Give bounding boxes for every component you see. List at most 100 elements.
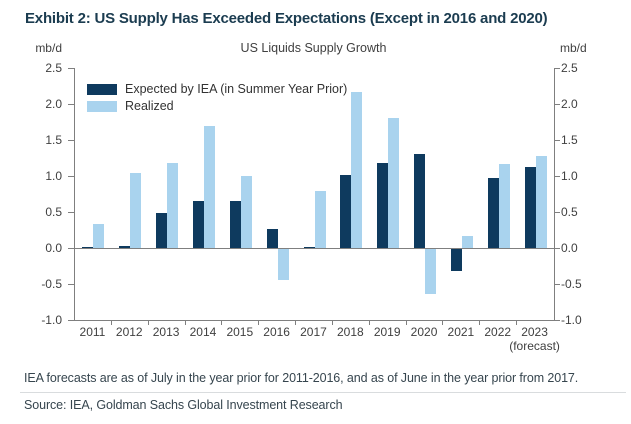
x-axis-label-2020: 2020 [410,325,438,339]
bar-expected-2022 [487,178,499,248]
x-axis-label-2013: 2013 [152,325,180,339]
x-axis-tick [184,321,186,325]
x-axis-label-2023: 2023 [521,325,548,339]
x-axis-tick [221,321,223,325]
y-label-left-1.5: 1.5 [45,133,62,147]
y-label-left-1.0: 1.0 [45,169,62,183]
y-label-left--0.5: -0.5 [41,277,62,291]
bar-realized-2018 [351,91,363,248]
tick-left-2.0 [68,104,74,105]
y-axis-unit-right: mb/d [560,41,587,55]
bar-expected-2021 [450,249,462,271]
bar-expected-2011 [82,246,94,248]
x-axis-label-2017: 2017 [300,325,327,339]
x-axis-tick [405,321,407,325]
zero-gridline [75,248,554,249]
x-axis-label-2021: 2021 [447,325,475,339]
x-axis-label-2015: 2015 [226,325,254,339]
x-axis-label-2022: 2022 [484,325,512,339]
legend: Expected by IEA (in Summer Year Prior) R… [87,81,347,115]
bar-expected-2015 [229,201,241,248]
tick-left--0.5 [68,284,74,285]
y-label-right-0.0: 0.0 [561,241,578,255]
y-label-right-2.5: 2.5 [561,61,578,75]
x-axis-tick [479,321,481,325]
x-axis-label-2014: 2014 [189,325,217,339]
bar-realized-2022 [498,164,510,248]
bar-expected-2014 [192,201,204,248]
tick-right-2.5 [554,68,560,69]
tick-right-0.0 [554,248,560,249]
y-label-left-0.0: 0.0 [45,241,62,255]
tick-left-1.5 [68,140,74,141]
divider-line [20,392,626,393]
y-axis-unit-left: mb/d [35,41,62,55]
bar-realized-2023 [535,155,547,248]
legend-label-realized: Realized [125,99,174,113]
y-label-left-2.0: 2.0 [45,97,62,111]
legend-swatch-expected [87,83,117,95]
tick-left-2.5 [68,68,74,69]
legend-item-realized: Realized [87,98,347,114]
x-axis-tick [516,321,518,325]
legend-item-expected: Expected by IEA (in Summer Year Prior) [87,81,347,97]
x-axis-tick [110,321,112,325]
bar-expected-2019 [377,163,389,248]
tick-left-0.0 [68,248,74,249]
source-line: Source: IEA, Goldman Sachs Global Invest… [24,398,343,412]
y-label-right--0.5: -0.5 [561,277,582,291]
legend-swatch-realized [87,100,117,112]
bar-expected-2017 [303,246,315,248]
x-axis-forecast-note: (forecast) [509,339,560,353]
bar-realized-2013 [167,163,179,248]
bar-realized-2015 [240,176,252,248]
footnote: IEA forecasts are as of July in the year… [24,371,579,385]
x-axis-label-2019: 2019 [373,325,401,339]
bar-realized-2014 [203,126,215,248]
chart-title: US Liquids Supply Growth [240,41,387,55]
tick-right-0.5 [554,212,560,213]
y-label-right-2.0: 2.0 [561,97,578,111]
tick-right--0.5 [554,284,560,285]
tick-left-0.5 [68,212,74,213]
bar-realized-2021 [461,235,473,248]
y-label-right-1.5: 1.5 [561,133,578,147]
bar-expected-2013 [156,213,168,248]
plot-area [74,68,555,321]
x-axis-tick [258,321,260,325]
x-axis-label-2018: 2018 [336,325,364,339]
legend-label-expected: Expected by IEA (in Summer Year Prior) [125,82,348,96]
bar-expected-2020 [414,154,426,248]
x-axis-tick [295,321,297,325]
bar-realized-2020 [425,249,437,295]
bar-realized-2019 [388,117,400,248]
bar-expected-2023 [524,166,536,248]
x-axis-tick [147,321,149,325]
x-axis-tick [331,321,333,325]
exhibit-title: Exhibit 2: US Supply Has Exceeded Expect… [25,10,548,27]
bar-realized-2012 [130,173,142,248]
y-label-right-0.5: 0.5 [561,205,578,219]
y-label-right-1.0: 1.0 [561,169,578,183]
y-label-left-2.5: 2.5 [45,61,62,75]
bar-expected-2018 [340,175,352,248]
tick-left--1.0 [68,320,74,321]
x-axis-label-2016: 2016 [263,325,290,339]
y-label-left-0.5: 0.5 [45,205,62,219]
bar-realized-2017 [314,191,326,248]
x-axis-tick [442,321,444,325]
x-axis-label-2011: 2011 [79,325,106,339]
x-axis-tick [368,321,370,325]
bar-realized-2016 [277,249,289,280]
tick-left-1.0 [68,176,74,177]
y-label-left--1.0: -1.0 [41,313,62,327]
bar-realized-2011 [93,224,105,248]
y-label-right--1.0: -1.0 [561,313,582,327]
bar-expected-2016 [266,228,278,248]
x-axis-label-2012: 2012 [115,325,143,339]
tick-right--1.0 [554,320,560,321]
tick-right-2.0 [554,104,560,105]
bar-expected-2012 [119,245,131,248]
tick-right-1.5 [554,140,560,141]
